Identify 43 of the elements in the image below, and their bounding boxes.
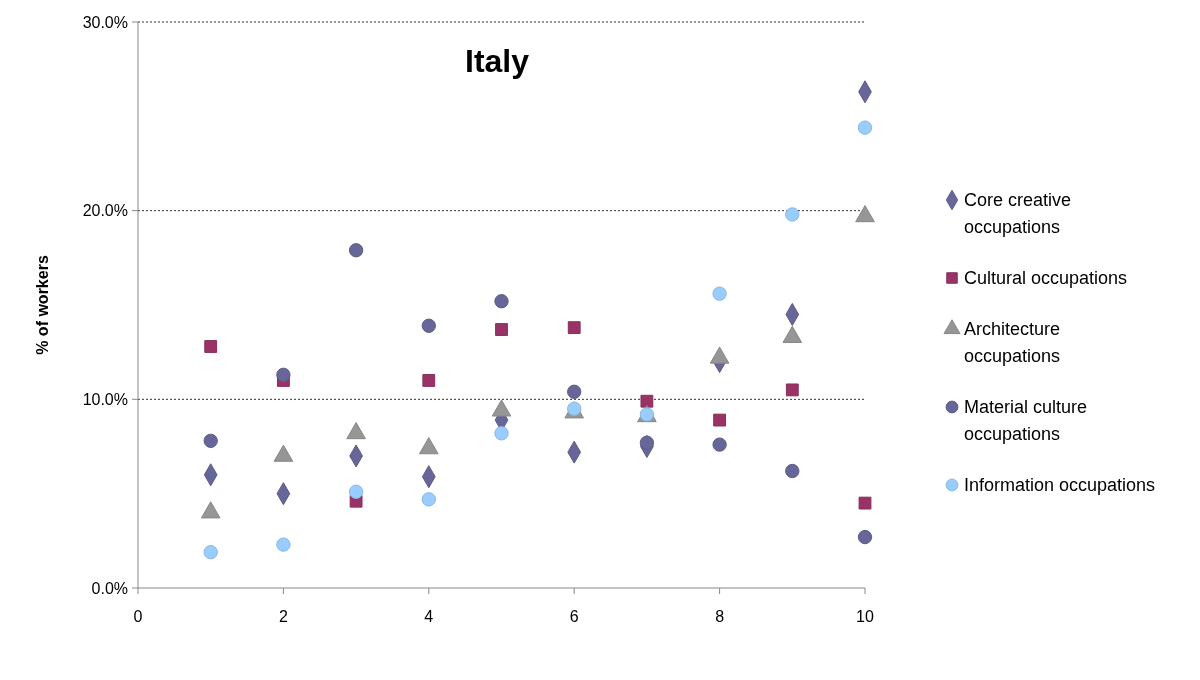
point [421,318,436,333]
point [712,437,727,452]
point [495,323,508,336]
point [712,286,727,301]
x-tick-label: 2 [278,608,288,625]
y-tick-label: 0.0% [91,579,128,597]
legend-label: Material culture occupations [964,397,1088,445]
point [204,340,218,353]
point [203,544,218,560]
point [858,496,872,510]
point [422,374,436,387]
y-tick-label: 30.0% [82,13,128,31]
legend-label: Cultural occupations [964,268,1128,289]
point [640,394,654,408]
x-tick-label: 8 [715,608,725,625]
y-axis-title: % of workers [34,255,51,355]
legend-label: Architecture occupations [964,319,1061,367]
legend-label: Core creative occupations [964,190,1072,238]
x-tick-label: 6 [569,608,579,625]
point [567,321,581,335]
x-tick-label: 0 [133,608,143,625]
point [276,367,291,382]
point [567,384,582,399]
point [494,294,509,309]
text: Italy [464,43,530,79]
x-tick-label: 10 [856,608,874,625]
point [203,433,218,448]
point [639,435,655,450]
y-tick-label: 10.0% [82,390,128,408]
point [421,492,436,507]
x-tick-label: 4 [424,608,434,625]
legend-label: Information occupations [964,475,1156,496]
point [785,463,800,479]
point [276,537,291,552]
point [785,207,800,222]
point [348,484,364,499]
point [857,120,873,135]
point [785,383,799,397]
point [494,426,509,441]
y-tick-label: 20.0% [82,202,128,220]
point [713,413,727,427]
point [857,529,873,545]
point [348,243,364,258]
